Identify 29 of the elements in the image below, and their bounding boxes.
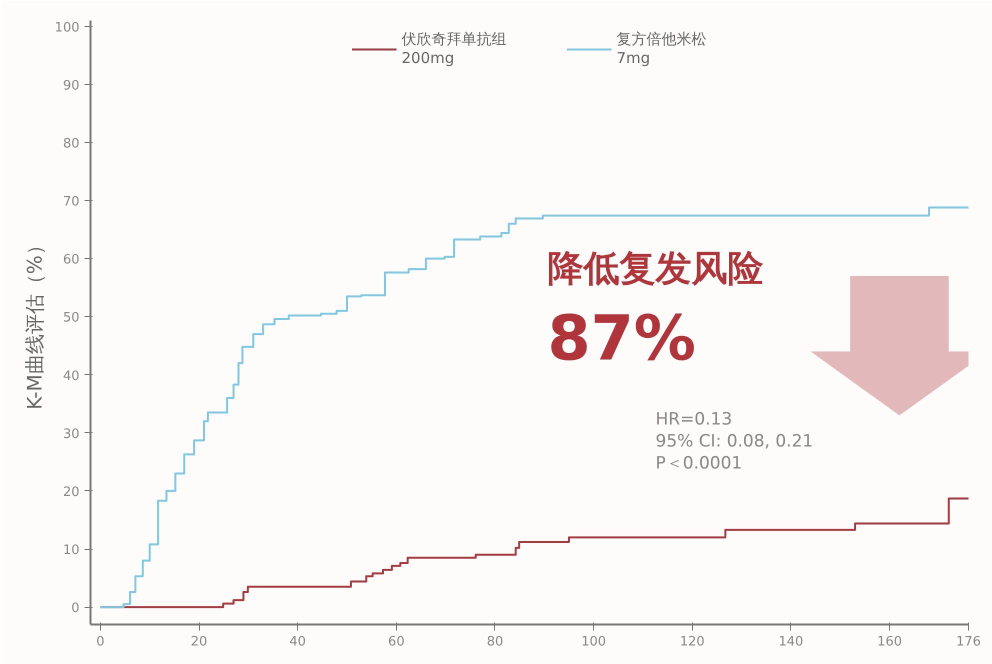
y-tick-label: 20 [62,484,80,500]
x-tick-label: 0 [96,634,105,650]
y-tick-label: 80 [62,136,80,152]
annotation: 87% [548,302,696,374]
legend-label: 伏欣奇拜单抗组 200mg [402,30,506,67]
annotation: 95% CI: 0.08, 0.21 [656,432,814,452]
x-tick-label: 60 [388,634,405,650]
x-tick-label: 160 [877,634,902,650]
x-tick-label: 140 [778,634,804,650]
y-tick-label: 100 [54,20,80,36]
annotation: HR=0.13 [656,410,732,430]
x-tick-label: 40 [289,634,306,650]
x-tick-label: 176 [956,634,981,650]
y-axis-title: K-M曲线评估（%） [22,235,47,410]
legend-label: 复方倍他米松 7mg [616,30,706,67]
y-tick-label: 10 [62,543,80,558]
x-tick-label: 100 [581,634,606,650]
y-tick-label: 30 [62,426,80,442]
y-tick-label: 70 [62,194,80,210]
annotation: 降低复发风险 [548,248,764,290]
x-tick-label: 120 [680,634,705,650]
annotation: P＜0.0001 [656,454,742,474]
y-tick-label: 0 [71,601,80,616]
y-tick-label: 60 [62,252,80,268]
x-tick-label: 20 [190,634,208,650]
y-tick-label: 40 [62,368,80,384]
y-tick-label: 50 [62,310,80,326]
x-tick-label: 80 [486,634,504,650]
y-tick-label: 90 [62,78,80,94]
